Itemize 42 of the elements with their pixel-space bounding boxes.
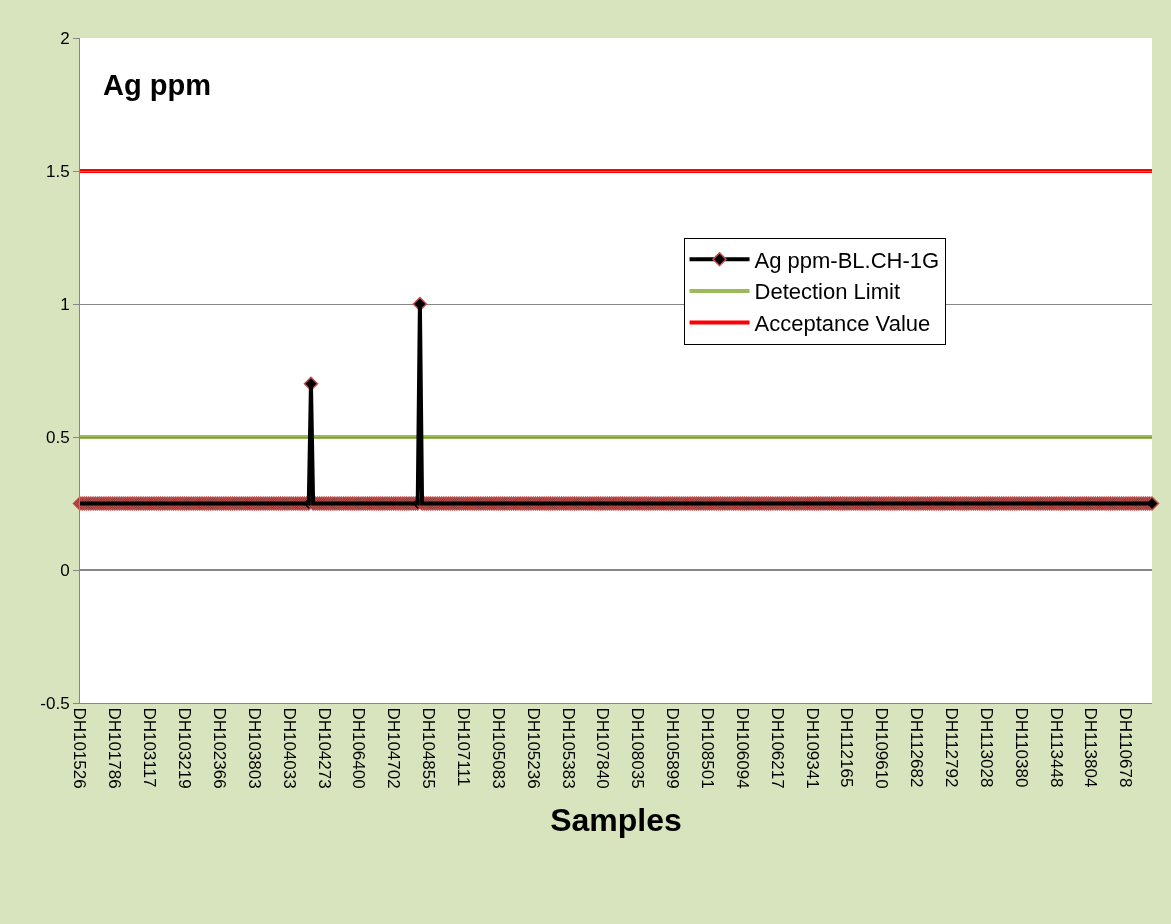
y-tick-label: 2	[60, 28, 70, 48]
x-tick-label: DH105236	[523, 707, 543, 789]
x-tick-label: DH109610	[872, 707, 892, 789]
x-tick-label: DH113028	[976, 707, 996, 788]
x-tick-label: DH113804	[1081, 707, 1101, 788]
x-tick-label: DH108035	[628, 707, 648, 789]
x-tick-label: DH101786	[105, 707, 125, 789]
x-tick-label: DH110678	[1116, 707, 1136, 788]
legend-label: Detection Limit	[754, 279, 901, 305]
x-tick-label: DH103219	[175, 707, 195, 789]
y-tick-label: 1	[60, 294, 70, 314]
y-tick-label: 0	[60, 560, 70, 580]
x-tick-label: DH104855	[419, 707, 439, 789]
x-tick-label: DH104273	[314, 707, 334, 789]
x-tick-label: DH101526	[70, 707, 90, 789]
y-tick-label: 0.5	[45, 427, 70, 447]
x-tick-label: DH103117	[140, 707, 160, 788]
x-tick-label: DH105383	[558, 707, 578, 789]
x-axis-title: Samples	[550, 801, 682, 838]
x-tick-label: DH102366	[209, 707, 229, 789]
x-tick-label: DH108501	[697, 707, 717, 789]
x-tick-label: DH107840	[593, 707, 613, 789]
x-tick-label: DH106217	[767, 707, 787, 789]
text: Ag ppm	[103, 69, 211, 101]
x-tick-label: DH105899	[663, 707, 683, 789]
x-tick-label: DH103803	[244, 707, 264, 789]
x-tick-label: DH107111	[453, 707, 473, 787]
legend-label: Acceptance Value	[754, 311, 931, 337]
x-tick-label: DH112165	[837, 707, 857, 788]
x-tick-label: DH106094	[732, 707, 752, 789]
x-tick-label: DH104033	[279, 707, 299, 789]
x-tick-label: DH104702	[384, 707, 404, 789]
x-tick-label: DH106400	[349, 707, 369, 789]
x-tick-label: DH112682	[907, 707, 927, 788]
y-tick-label: 1.5	[45, 161, 70, 181]
y-tick-label: -0.5	[40, 693, 70, 713]
x-tick-label: DH105083	[488, 707, 508, 789]
x-tick-label: DH110380	[1011, 707, 1031, 788]
x-tick-label: DH109341	[802, 707, 822, 789]
x-tick-label: DH113448	[1046, 707, 1066, 788]
x-tick-label: DH112792	[942, 707, 962, 788]
legend-label: Ag ppm-BL.CH-1G	[754, 247, 940, 273]
